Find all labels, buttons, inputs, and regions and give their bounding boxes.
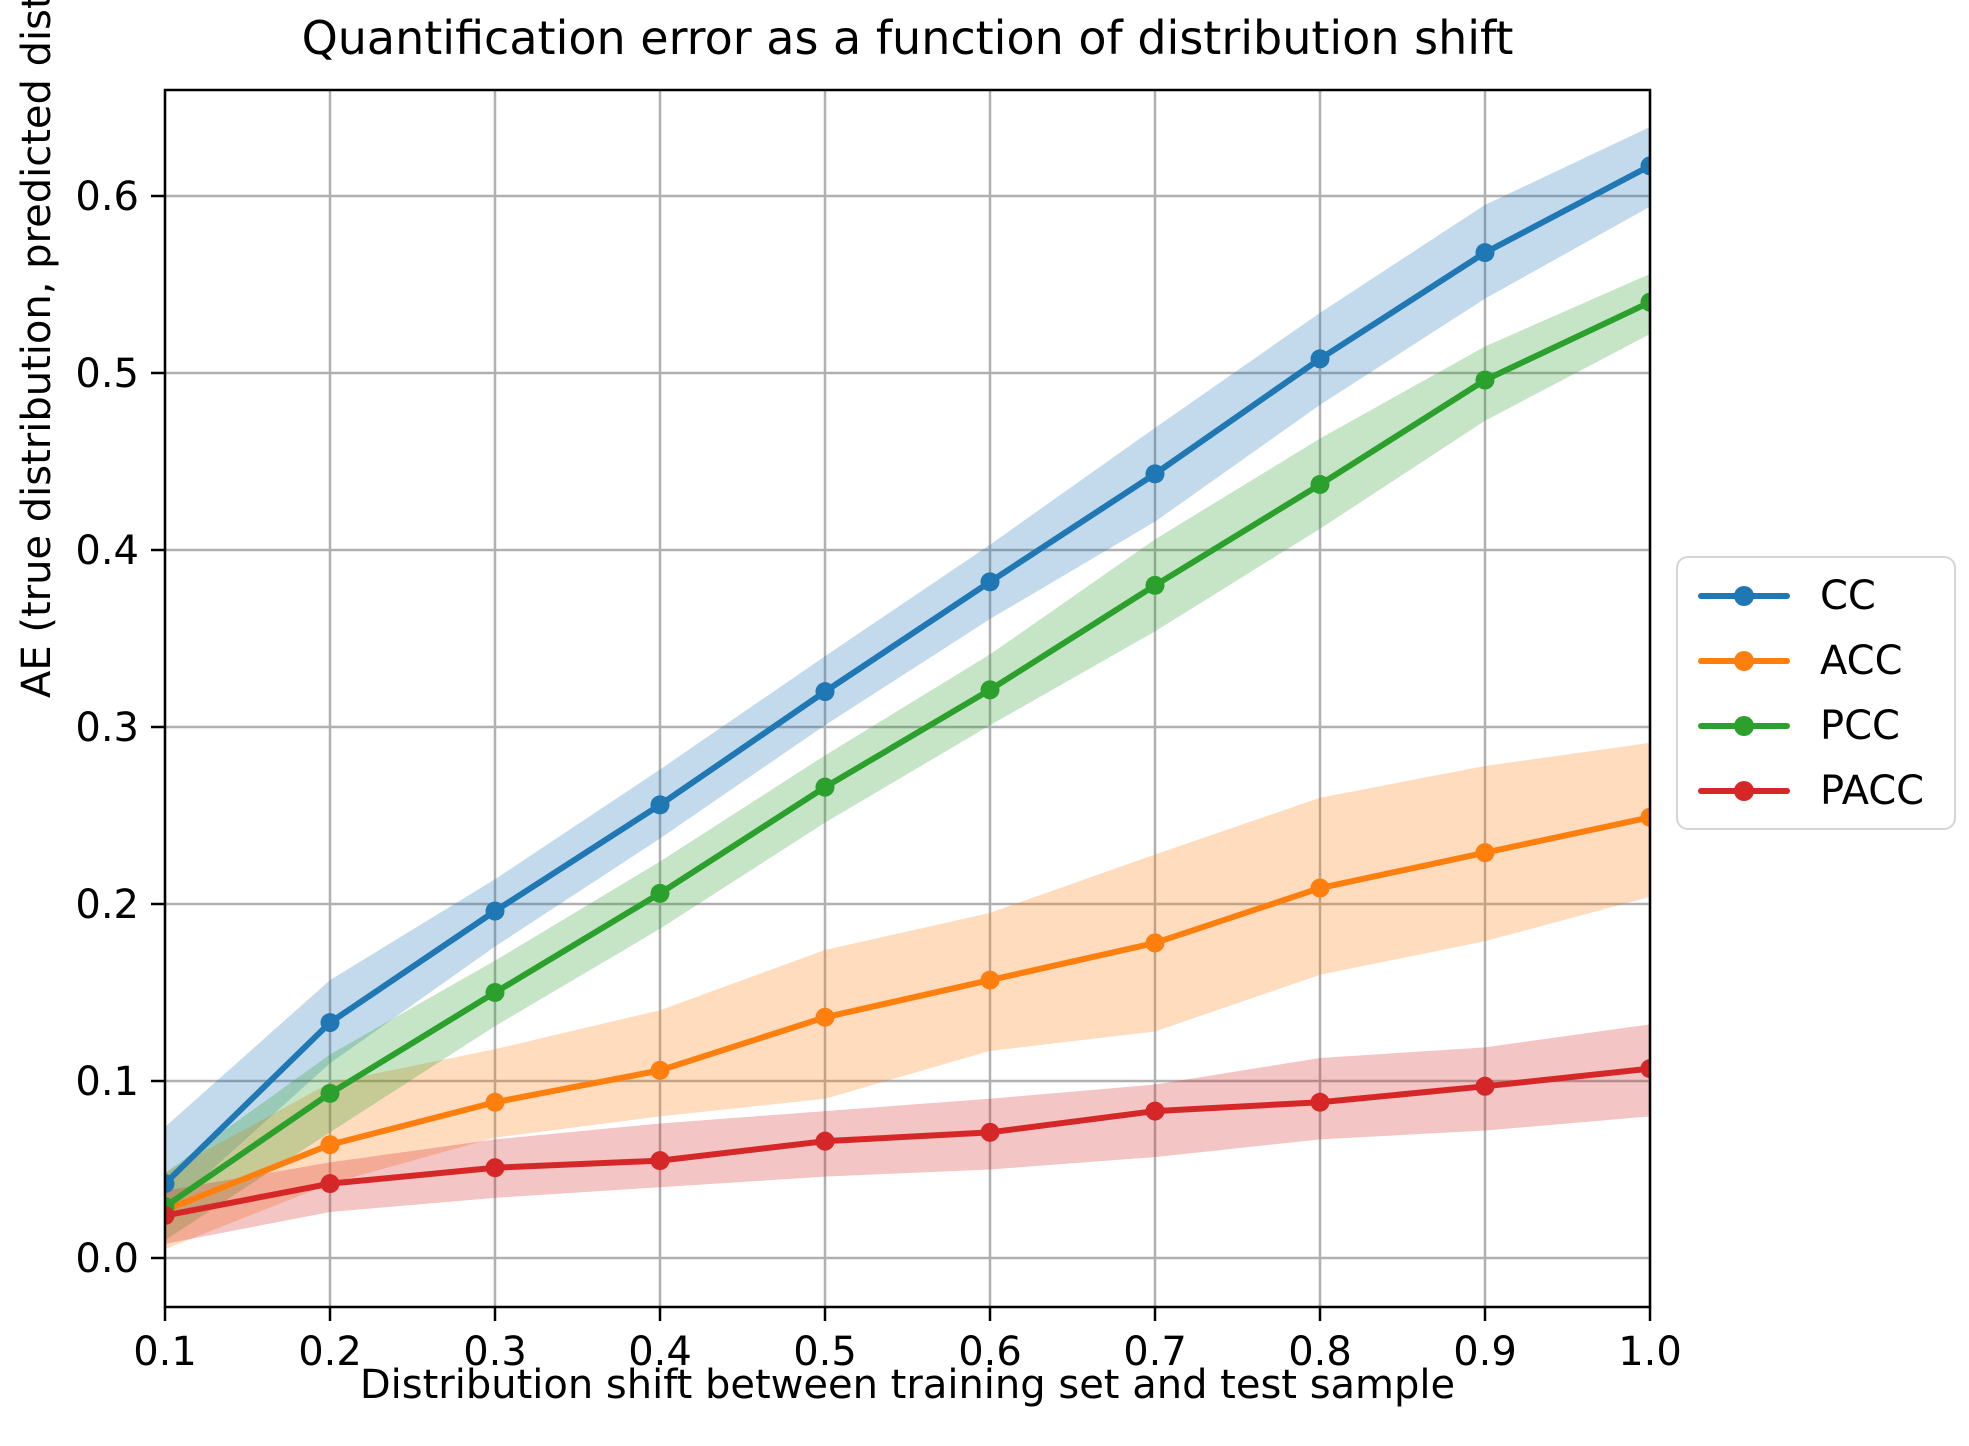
- x-tick-label: 0.5: [793, 1329, 857, 1375]
- y-tick-label: 0.1: [75, 1059, 139, 1105]
- x-tick-label: 0.9: [1453, 1329, 1517, 1375]
- legend-line-marker-swatch: [1698, 584, 1790, 608]
- series-PACC-markers: [165, 1059, 1650, 1226]
- legend-item-ACC: ACC: [1698, 628, 1954, 693]
- x-tick-label: 0.8: [1288, 1329, 1352, 1375]
- legend-item-PCC: PCC: [1698, 693, 1954, 758]
- series-PCC-band: [165, 273, 1650, 1241]
- legend-label: PCC: [1820, 702, 1900, 749]
- y-tick-label: 0.2: [75, 882, 139, 928]
- x-tick-label: 0.1: [133, 1329, 197, 1375]
- series-ACC-markers: [165, 807, 1650, 1220]
- series-CC-markers: [165, 156, 1650, 1194]
- y-tick-label: 0.4: [75, 528, 139, 574]
- x-tick-label: 0.6: [958, 1329, 1022, 1375]
- y-tick-label: 0.3: [75, 705, 139, 751]
- x-tick-label: 0.4: [628, 1329, 692, 1375]
- legend: CC ACC PCC PACC: [1676, 556, 1956, 830]
- legend-line-marker-swatch: [1698, 779, 1790, 803]
- legend-item-CC: CC: [1698, 563, 1954, 628]
- tick-marks: [151, 194, 1652, 1321]
- series-PACC-line: [165, 1065, 1650, 1219]
- series-PCC-markers: [165, 292, 1650, 1217]
- x-tick-label: 0.3: [463, 1329, 527, 1375]
- legend-label: CC: [1820, 572, 1876, 619]
- series-CC-line: [165, 162, 1650, 1187]
- legend-line-marker-swatch: [1698, 714, 1790, 738]
- chart-title: Quantification error as a function of di…: [301, 11, 1514, 65]
- y-tick-label: 0.5: [75, 351, 139, 397]
- legend-line-marker-swatch: [1698, 649, 1790, 673]
- x-tick-label: 1.0: [1618, 1329, 1682, 1375]
- x-tick-label: 0.7: [1123, 1329, 1187, 1375]
- axes-frame: [163, 88, 1652, 1309]
- legend-label: ACC: [1820, 637, 1903, 684]
- y-tick-label: 0.0: [75, 1236, 139, 1282]
- series-CC-band: [165, 126, 1650, 1212]
- series-ACC-line: [165, 814, 1650, 1214]
- x-tick-label: 0.2: [298, 1329, 362, 1375]
- y-tick-label: 0.6: [75, 174, 139, 220]
- x-axis-label: Distribution shift between training set …: [359, 1362, 1456, 1408]
- legend-item-PACC: PACC: [1698, 758, 1954, 823]
- legend-label: PACC: [1820, 767, 1925, 814]
- series-PCC-line: [165, 299, 1650, 1210]
